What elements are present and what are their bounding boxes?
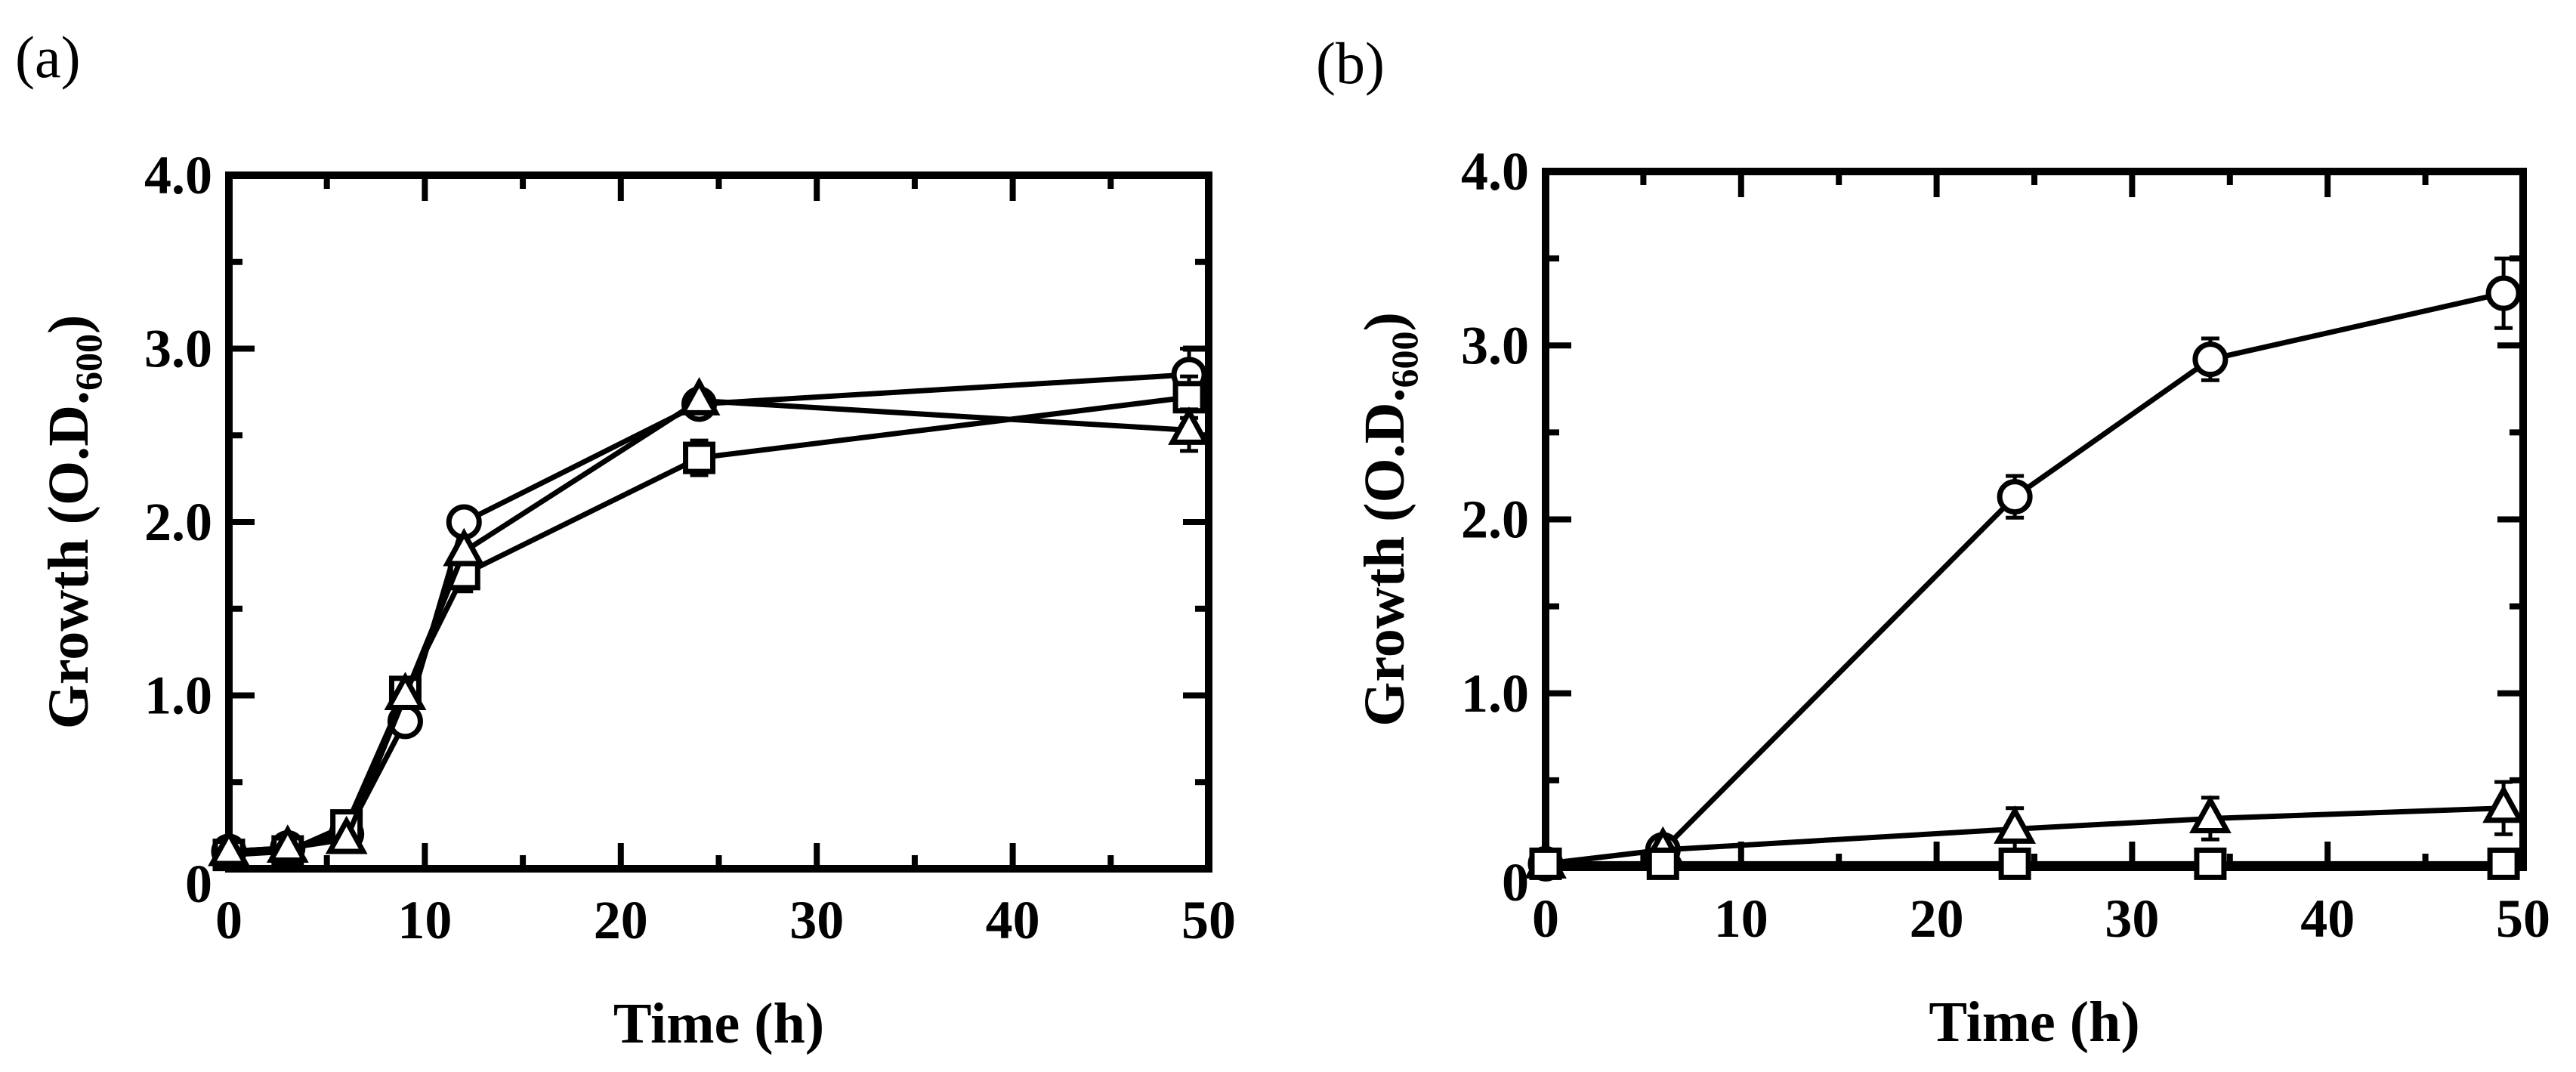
x-tick-label-b: 30	[2105, 888, 2159, 949]
y-axis-title-a: Growth (O.D.600)	[37, 315, 110, 730]
plot-frame-b	[1542, 168, 2527, 871]
square-marker	[1529, 847, 1562, 880]
triangle-marker	[1994, 805, 2037, 844]
triangle-marker	[678, 377, 721, 416]
triangle-marker	[325, 815, 368, 854]
triangle-marker	[266, 824, 309, 863]
circle-marker	[2192, 341, 2229, 378]
series-circle-b	[1527, 256, 2522, 882]
x-tick-label-a: 0	[215, 890, 242, 950]
y-tick-label-a: 2.0	[144, 492, 212, 552]
triangle-marker	[443, 527, 486, 567]
circle-marker	[1997, 479, 2033, 515]
x-tick-label-b: 10	[1714, 888, 1768, 949]
square-marker	[1998, 847, 2031, 880]
x-tick-label-b: 0	[1532, 888, 1559, 949]
x-tick-label-a: 40	[986, 890, 1040, 950]
triangle-marker	[1168, 406, 1210, 445]
x-tick-label-a: 30	[789, 890, 844, 950]
square-marker	[2194, 847, 2227, 880]
y-tick-label-a: 4.0	[144, 145, 212, 205]
y-tick-label-b: 0	[1502, 852, 1529, 913]
y-tick-label-b: 3.0	[1461, 315, 1529, 375]
triangle-marker	[384, 672, 427, 710]
x-tick-label-a: 20	[594, 890, 648, 950]
y-axis-title-subscript: 600	[67, 334, 110, 391]
series-square-b	[1529, 847, 2520, 880]
y-axis-title-b: Growth (O.D.600)	[1353, 312, 1425, 727]
y-axis-title-main: Growth (O.D.	[1353, 388, 1416, 727]
square-marker	[1646, 847, 1679, 880]
x-tick-label-b: 50	[2496, 888, 2550, 949]
circle-marker	[2485, 275, 2522, 311]
x-axis-title-b: Time (h)	[1929, 990, 2139, 1054]
y-tick-label-b: 2.0	[1461, 490, 1529, 550]
y-axis-title-close: )	[37, 315, 100, 334]
panel-b: (b) 0 10 20 30 40 50 0 1.0 2.0 3.0 4.0 Time (h) Growt…	[1316, 30, 2550, 1054]
series-line-circle	[1545, 290, 2504, 867]
x-tick-label-a: 50	[1181, 890, 1236, 950]
square-marker	[683, 441, 716, 474]
panel-label-a: (a)	[15, 24, 81, 90]
y-axis-title-close: )	[1353, 312, 1416, 331]
y-tick-label-b: 4.0	[1461, 141, 1529, 202]
series-triangle-a	[208, 377, 1210, 867]
triangle-marker	[208, 827, 250, 867]
x-tick-label-b: 20	[1910, 888, 1964, 949]
y-tick-label-a: 1.0	[144, 666, 212, 726]
x-tick-label-a: 10	[397, 890, 452, 950]
y-tick-label-a: 3.0	[144, 319, 212, 379]
panel-label-b: (b)	[1316, 30, 1385, 96]
panel-a: (a) 0 10 20 30 40 50 0 1.0 2.0 3.0 4.0 Time (h) Growt…	[15, 24, 1236, 1055]
y-axis-title-subscript: 600	[1383, 332, 1425, 388]
y-tick-label-b: 1.0	[1461, 663, 1529, 724]
x-axis-title-a: Time (h)	[613, 992, 824, 1055]
y-tick-label-a: 0	[185, 854, 212, 914]
square-marker	[2487, 847, 2520, 880]
triangle-marker	[2189, 795, 2232, 834]
y-axis-title-main: Growth (O.D.	[37, 391, 100, 729]
triangle-marker	[2482, 784, 2525, 823]
x-tick-label-b: 40	[2300, 888, 2355, 949]
